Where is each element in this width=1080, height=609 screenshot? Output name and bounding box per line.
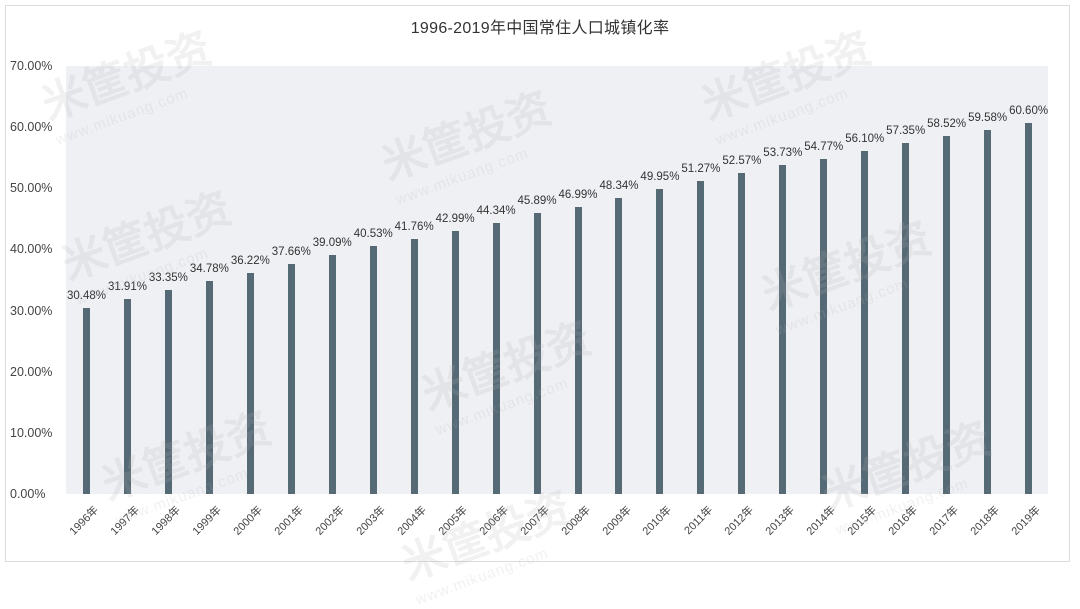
data-label: 34.78% [189, 263, 229, 276]
data-label: 59.58% [968, 111, 1008, 124]
bar [574, 206, 582, 494]
data-label: 54.77% [804, 141, 844, 154]
data-label: 48.34% [599, 180, 639, 193]
bar [984, 129, 992, 494]
bar [943, 136, 951, 494]
bar [164, 290, 172, 494]
data-label: 52.57% [722, 154, 762, 167]
bar [533, 213, 541, 494]
data-label: 56.10% [845, 132, 885, 145]
data-label: 58.52% [927, 118, 967, 131]
bar [902, 143, 910, 494]
bar [656, 188, 664, 494]
y-tick-label: 70.00% [10, 59, 53, 73]
bar [369, 246, 377, 494]
data-label: 53.73% [763, 147, 803, 160]
data-label: 40.53% [353, 228, 393, 241]
y-tick-label: 10.00% [10, 425, 53, 440]
bar [861, 150, 869, 494]
bar [287, 263, 295, 494]
data-label: 46.99% [558, 188, 598, 201]
bar [328, 254, 336, 494]
bar [123, 298, 131, 494]
bar [246, 272, 254, 494]
data-label: 30.48% [66, 289, 107, 302]
data-label: 37.66% [271, 245, 311, 258]
y-tick-label: 50.00% [10, 181, 53, 196]
bar [820, 159, 828, 494]
data-label: 39.09% [312, 236, 352, 249]
y-tick-label: 40.00% [10, 242, 53, 257]
chart-title: 1996-2019年中国常住人口城镇化率 [410, 20, 670, 37]
bar [697, 180, 705, 494]
y-tick-label: 30.00% [10, 303, 53, 318]
data-label: 42.99% [435, 213, 475, 226]
bar [492, 222, 500, 494]
bar [83, 307, 90, 494]
bar [738, 172, 746, 494]
data-label: 57.35% [886, 125, 926, 138]
bar [615, 198, 623, 494]
bar [1025, 123, 1033, 494]
data-label: 45.89% [517, 195, 557, 208]
data-label: 60.60% [1009, 105, 1049, 118]
y-tick-label: 60.00% [10, 120, 53, 135]
data-label: 51.27% [681, 162, 721, 175]
data-label: 36.22% [230, 254, 270, 267]
data-label: 44.34% [476, 204, 516, 217]
bar [451, 231, 459, 494]
data-label: 31.91% [107, 280, 147, 293]
bar [205, 281, 213, 494]
data-label: 33.35% [148, 272, 188, 285]
bar [410, 238, 418, 494]
y-tick-label: 0.00% [10, 487, 46, 501]
data-label: 49.95% [640, 170, 680, 183]
y-tick-label: 20.00% [10, 364, 53, 379]
plot-area [66, 66, 1048, 494]
bar [779, 165, 787, 494]
data-label: 41.76% [394, 220, 434, 233]
